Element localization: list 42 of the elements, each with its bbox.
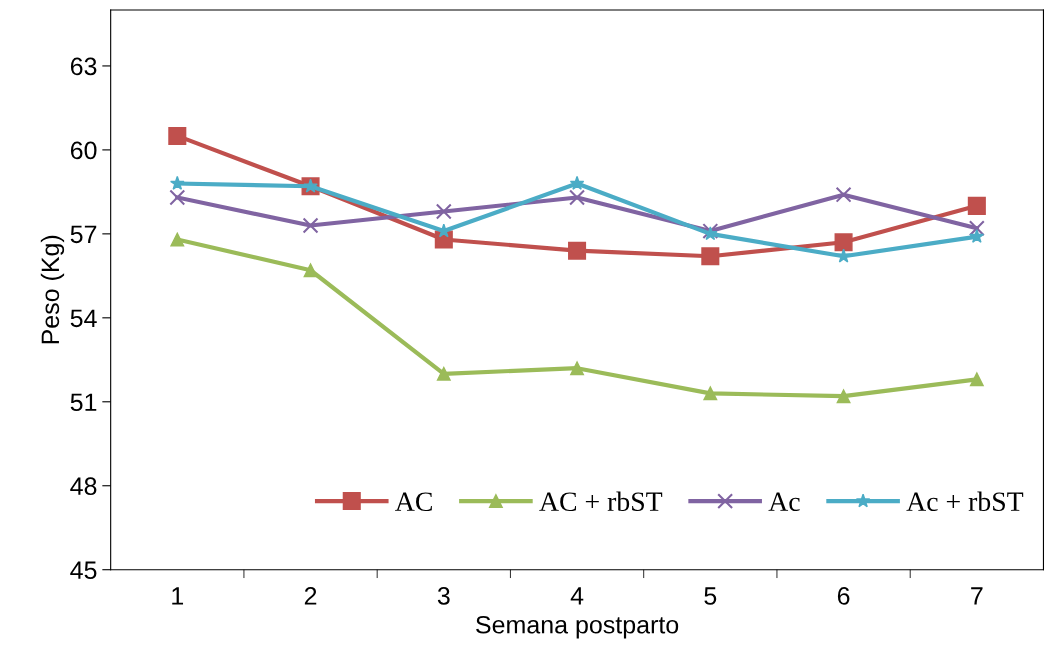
point <box>835 186 852 203</box>
point <box>169 175 185 190</box>
y-tick-label: 51 <box>70 393 97 412</box>
point <box>703 386 718 401</box>
point <box>169 189 186 206</box>
point <box>834 233 853 252</box>
x-tick-label: 4 <box>570 587 584 605</box>
point <box>967 196 986 215</box>
point <box>836 389 851 404</box>
point <box>435 203 452 220</box>
legend-label: AC + rbST <box>539 491 663 512</box>
point <box>701 247 720 266</box>
point <box>968 220 985 237</box>
point <box>436 366 451 381</box>
x-tick-label: 2 <box>304 587 317 605</box>
x-tick-label: 6 <box>837 587 850 605</box>
point <box>969 229 985 243</box>
x-tick-label: 3 <box>437 587 450 605</box>
y-tick-label: 63 <box>70 57 97 76</box>
x-tick-label: 5 <box>704 587 717 605</box>
y-tick-label: 48 <box>70 477 97 496</box>
legend-label: AC <box>395 492 432 512</box>
point <box>570 361 585 376</box>
point <box>568 241 587 260</box>
point <box>303 263 318 278</box>
point <box>168 126 187 145</box>
y-axis-title: Peso (Kg) <box>40 235 65 344</box>
y-tick-label: 60 <box>70 141 97 160</box>
legend-label: Ac <box>768 492 800 512</box>
x-axis-title: Semana postparto <box>476 615 679 639</box>
point <box>569 175 585 190</box>
point <box>302 217 319 234</box>
y-tick-label: 54 <box>70 309 97 328</box>
y-tick-label: 45 <box>70 561 97 580</box>
point <box>170 232 185 247</box>
point <box>969 372 984 387</box>
x-tick-label: 1 <box>172 587 184 605</box>
y-tick-label: 57 <box>70 225 97 244</box>
point <box>836 248 851 263</box>
legend-label: Ac + rbST <box>906 491 1024 512</box>
point <box>569 189 586 206</box>
x-tick-label: 7 <box>971 587 983 605</box>
